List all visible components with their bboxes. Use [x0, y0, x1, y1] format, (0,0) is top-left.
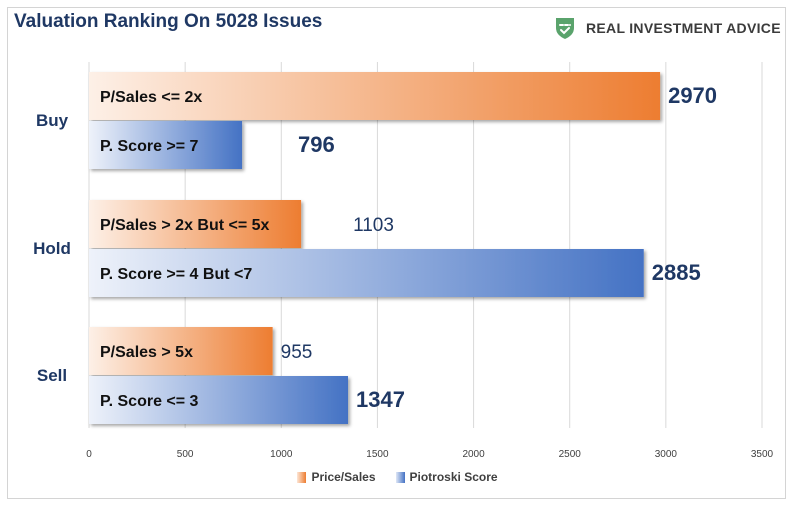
bar-sell-price-sales [89, 327, 273, 375]
x-tick-label-3000: 3000 [655, 449, 678, 460]
x-tick-label-1000: 1000 [270, 449, 293, 460]
category-label-hold: Hold [33, 239, 71, 258]
x-tick-label-3500: 3500 [751, 449, 774, 460]
bar-inner-label-hold-price-sales: P/Sales > 2x But <= 5x [100, 217, 270, 234]
data-label-hold-price-sales: 1103 [353, 215, 394, 236]
bar-inner-label-hold-piotroski-score: P. Score >= 4 But <7 [100, 266, 252, 283]
chart-title: Valuation Ranking On 5028 Issues [14, 11, 323, 32]
bar-inner-label-sell-price-sales: P/Sales > 5x [100, 344, 193, 361]
data-label-sell-piotroski-score: 1347 [356, 387, 405, 412]
bar-hold-piotroski-score [89, 249, 644, 297]
x-tick-label-2500: 2500 [559, 449, 582, 460]
data-label-hold-piotroski-score: 2885 [652, 260, 701, 285]
bar-buy-price-sales [89, 72, 661, 120]
legend-label-price-sales: Price/Sales [311, 470, 376, 484]
legend-swatch-price-sales [297, 471, 307, 483]
category-label-sell: Sell [37, 366, 67, 385]
bar-buy-piotroski-score [89, 121, 243, 169]
legend-item-price-sales: Price/Sales [297, 470, 376, 484]
category-label-buy: Buy [36, 111, 69, 130]
chart-legend: Price/Sales Piotroski Score [0, 470, 795, 484]
brand-name: REAL INVESTMENT ADVICE [586, 20, 781, 36]
shield-check-icon [556, 18, 574, 39]
bar-inner-label-buy-price-sales: P/Sales <= 2x [100, 89, 202, 106]
bar-inner-label-sell-piotroski-score: P. Score <= 3 [100, 393, 199, 410]
bar-inner-label-buy-piotroski-score: P. Score >= 7 [100, 138, 199, 155]
legend-label-piotroski: Piotroski Score [409, 470, 498, 484]
data-label-sell-price-sales: 955 [281, 342, 313, 363]
x-tick-label-2000: 2000 [462, 449, 485, 460]
legend-item-piotroski: Piotroski Score [395, 470, 498, 484]
data-label-buy-price-sales: 2970 [668, 83, 717, 108]
legend-swatch-piotroski [395, 471, 405, 483]
bar-hold-price-sales [89, 200, 302, 248]
x-tick-label-1500: 1500 [366, 449, 389, 460]
data-label-buy-piotroski-score: 796 [298, 132, 335, 157]
x-tick-label-0: 0 [86, 449, 92, 460]
bar-sell-piotroski-score [89, 376, 349, 424]
x-tick-label-500: 500 [177, 449, 194, 460]
brand-logo: REAL INVESTMENT ADVICE [553, 16, 781, 40]
